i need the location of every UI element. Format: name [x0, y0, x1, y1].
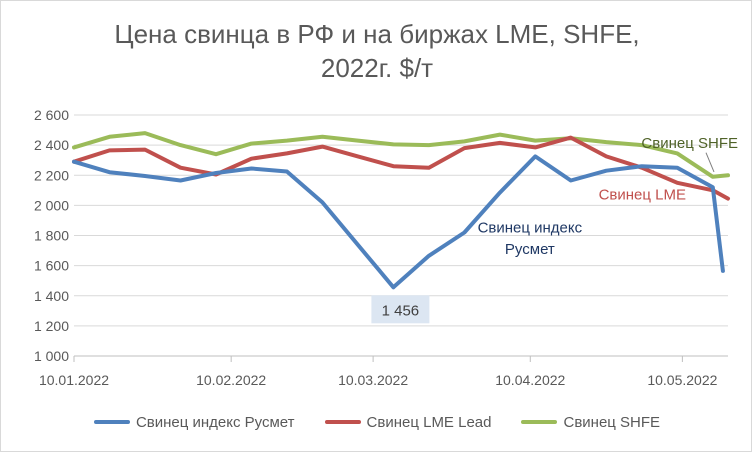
- chart-title: Цена свинца в РФ и на биржах LME, SHFE, …: [1, 17, 752, 85]
- legend-label-lme: Свинец LME Lead: [366, 413, 492, 431]
- series-lines: [72, 131, 730, 290]
- legend-swatch-lme: [324, 420, 361, 424]
- legend-item-rusmet[interactable]: Свинец индекс Русмет: [93, 413, 295, 431]
- series-line-shfe: [72, 131, 730, 179]
- min-value-label: 1 456: [382, 302, 420, 319]
- legend-label-rusmet: Свинец индекс Русмет: [135, 413, 295, 431]
- chart-title-line1: Цена свинца в РФ и на биржах LME, SHFE,: [114, 19, 640, 49]
- legend-label-shfe: Свинец SHFE: [563, 413, 661, 431]
- shfe-label-leader: [705, 152, 715, 173]
- x-tick-label: 10.01.2022: [39, 372, 109, 388]
- y-tick-label: 1 200: [34, 318, 69, 334]
- y-tick-label: 2 400: [34, 137, 69, 153]
- lme-series-label: Свинец LME: [599, 186, 686, 203]
- x-tick-label: 10.05.2022: [647, 372, 717, 388]
- x-tick-label: 10.03.2022: [338, 372, 408, 388]
- legend-swatch-rusmet: [93, 420, 130, 424]
- y-axis-ticks: 1 000 1 200 1 400 1 600 1 800 2 000 2 200 2 400…: [34, 107, 69, 364]
- x-axis: 10.01.2022 10.02.2022 10.03.2022 10.04.2022…: [39, 356, 718, 388]
- rusmet-series-label-line2: Русмет: [505, 241, 555, 258]
- y-tick-label: 2 600: [34, 107, 69, 123]
- x-tick-label: 10.04.2022: [495, 372, 565, 388]
- y-tick-label: 1 600: [34, 258, 69, 274]
- annotations: 1 456 Свинец SHFE Свинец LME Свинец индекс Р…: [371, 135, 738, 324]
- shfe-series-label: Свинец SHFE: [641, 135, 738, 152]
- y-tick-label: 1 800: [34, 228, 69, 244]
- series-line-rusmet: [72, 154, 725, 290]
- rusmet-series-label-line1: Свинец индекс: [478, 219, 583, 236]
- y-tick-label: 2 200: [34, 167, 69, 183]
- chart-title-line2: 2022г. $/т: [320, 53, 434, 83]
- y-tick-label: 1 400: [34, 288, 69, 304]
- legend-swatch-shfe: [521, 420, 558, 424]
- legend: Свинец индекс Русмет Свинец LME Lead Сви…: [1, 409, 752, 435]
- x-tick-label: 10.02.2022: [196, 372, 266, 388]
- legend-item-lme[interactable]: Свинец LME Lead: [324, 413, 492, 431]
- y-tick-label: 1 000: [34, 348, 69, 364]
- y-tick-label: 2 000: [34, 197, 69, 213]
- min-value-label-box: [371, 295, 430, 324]
- legend-item-shfe[interactable]: Свинец SHFE: [521, 414, 660, 431]
